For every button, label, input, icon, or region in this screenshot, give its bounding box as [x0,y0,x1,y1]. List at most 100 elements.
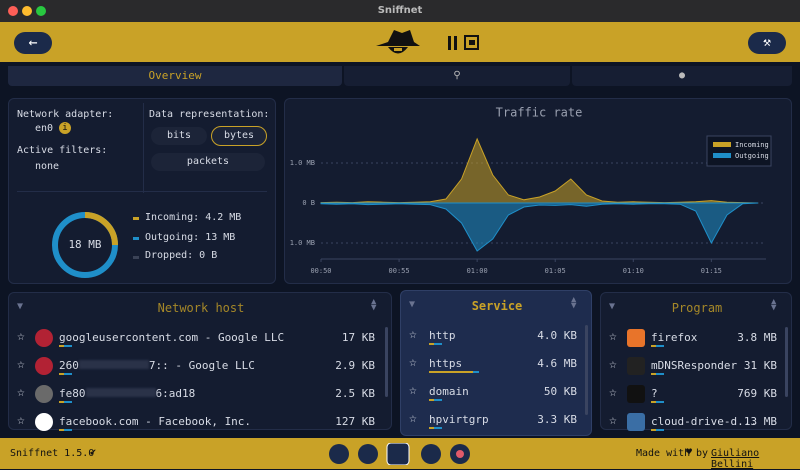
wiki-icon[interactable] [329,444,349,464]
scrollbar [785,327,788,397]
row-name-start: fe80 [59,387,86,400]
area [320,137,759,204]
author-link[interactable]: Giuliano Bellini [711,448,760,470]
favorite-star[interactable]: ☆ [17,385,25,400]
logo [376,30,479,54]
news-icon[interactable] [421,444,441,464]
favorite-star[interactable]: ☆ [17,413,25,428]
favorite-star[interactable]: ☆ [17,329,25,344]
legend-label: Outgoing [735,152,769,160]
close-button[interactable] [8,6,18,16]
favorite-star[interactable]: ☆ [609,413,617,428]
table-row: ☆? 769 KB [601,385,793,409]
row-name-end: 6:ad18 [155,387,196,400]
favorite-star[interactable]: ☆ [409,327,417,342]
row-icon [35,329,53,347]
representation-label: Data representation: [149,109,270,120]
made-with: Made with [636,448,691,459]
table-row: ☆ firefox 3.8 MB [601,329,793,353]
overview-tab[interactable]: Overview [8,66,342,86]
row-value: 17 KB [341,331,375,344]
table-row: ☆ domain 50 KB [401,383,593,407]
in-bar [429,427,434,429]
incoming-total: Incoming: 4.2 MB [145,212,242,223]
table-row: ☆ googleusercontent.com - Google LLC 17 KB [9,329,393,353]
notifications-tab[interactable]: ● [572,66,792,86]
inspect-tab[interactable]: ⚲ [344,66,570,86]
x-tick-label: 01:00 [467,267,488,275]
row-icon [627,413,645,431]
row-name: firefox [651,331,698,344]
row-name: facebook.com - Facebook, Inc. [59,415,252,428]
row-icon [627,357,645,375]
info-icon[interactable]: i [59,122,71,134]
in-bar [59,373,64,375]
row-name: googleusercontent.com - Google LLC [59,331,285,344]
row-name: http [429,329,456,342]
scrollbar [385,327,388,397]
out-bar [656,429,664,431]
out-bar [434,343,442,345]
row-name: fe80 6:ad18 [59,387,195,400]
github-icon[interactable] [386,443,410,465]
packets-option[interactable]: packets [151,153,265,171]
area [320,202,759,252]
bits-option[interactable]: bits [151,127,207,145]
favorite-star[interactable]: ☆ [609,357,617,372]
out-bar [656,401,664,403]
out-bar [434,399,442,401]
favorite-star[interactable]: ☆ [17,357,25,372]
favorite-star[interactable]: ☆ [609,385,617,400]
table-title: Network host [157,301,245,315]
donut-total: 18 MB [68,238,101,251]
in-bar [59,429,64,431]
row-name: ? [651,387,658,400]
favorite-star[interactable]: ☆ [609,329,617,344]
outgoing-swatch [133,237,139,240]
row-icon [35,385,53,403]
zoom-button[interactable] [36,6,46,16]
row-value: 3.3 KB [537,413,577,426]
table-title: Program [671,301,723,315]
docs-icon[interactable] [358,444,378,464]
bytes-option[interactable]: bytes [211,126,267,146]
table-row: ☆ fe80 6:ad18 2.5 KB [9,385,393,409]
row-icon [35,357,53,375]
table-row: ☆ 260 7:: - Google LLC 2.9 KB [9,357,393,381]
row-value: 13 MB [743,415,777,428]
row-value: 2.5 KB [335,387,375,400]
legend-swatch [713,142,731,147]
in-bar [651,373,656,375]
row-value: 4.0 KB [537,329,577,342]
favorite-star[interactable]: ☆ [409,383,417,398]
table-row: ☆ cloud-drive-d... 13 MB [601,413,793,437]
by: by [696,448,709,459]
divider [143,103,144,193]
y-tick-label: 1.0 MB [290,239,315,247]
row-value: 769 KB [737,387,777,400]
header: ← ⚒ [0,22,800,62]
minimize-button[interactable] [22,6,32,16]
legend-swatch [713,153,731,158]
filter-icon: ▼ [17,301,24,312]
out-bar [64,429,72,431]
row-value: 127 KB [335,415,375,428]
favorite-star[interactable]: ☆ [409,411,417,426]
x-tick-label: 01:10 [623,267,644,275]
table-row: ☆ http 4.0 KB [401,327,593,351]
divider [17,191,267,192]
window-title: Sniffnet [377,5,423,16]
favorite-star[interactable]: ☆ [409,355,417,370]
row-icon [627,329,645,347]
table-panel: ▼ Service ▲ ▼ ☆ http 4.0 KB ☆ https 4.6 MB ☆ domain… [400,290,592,436]
in-bar [429,343,434,345]
footer-icons [329,443,470,465]
row-value: 4.6 MB [537,357,577,370]
dropped-total: Dropped: 0 B [145,250,218,261]
sort-icon: ▲ ▼ [571,295,577,311]
back-button[interactable]: ← [14,32,52,54]
chart-panel: Traffic rate 1.0 MB 0 B 1.0 MB 00:50 00:55 01… [284,98,792,284]
in-bar [429,399,434,401]
settings-button[interactable]: ⚒ [748,32,786,54]
legend-box [706,135,772,167]
